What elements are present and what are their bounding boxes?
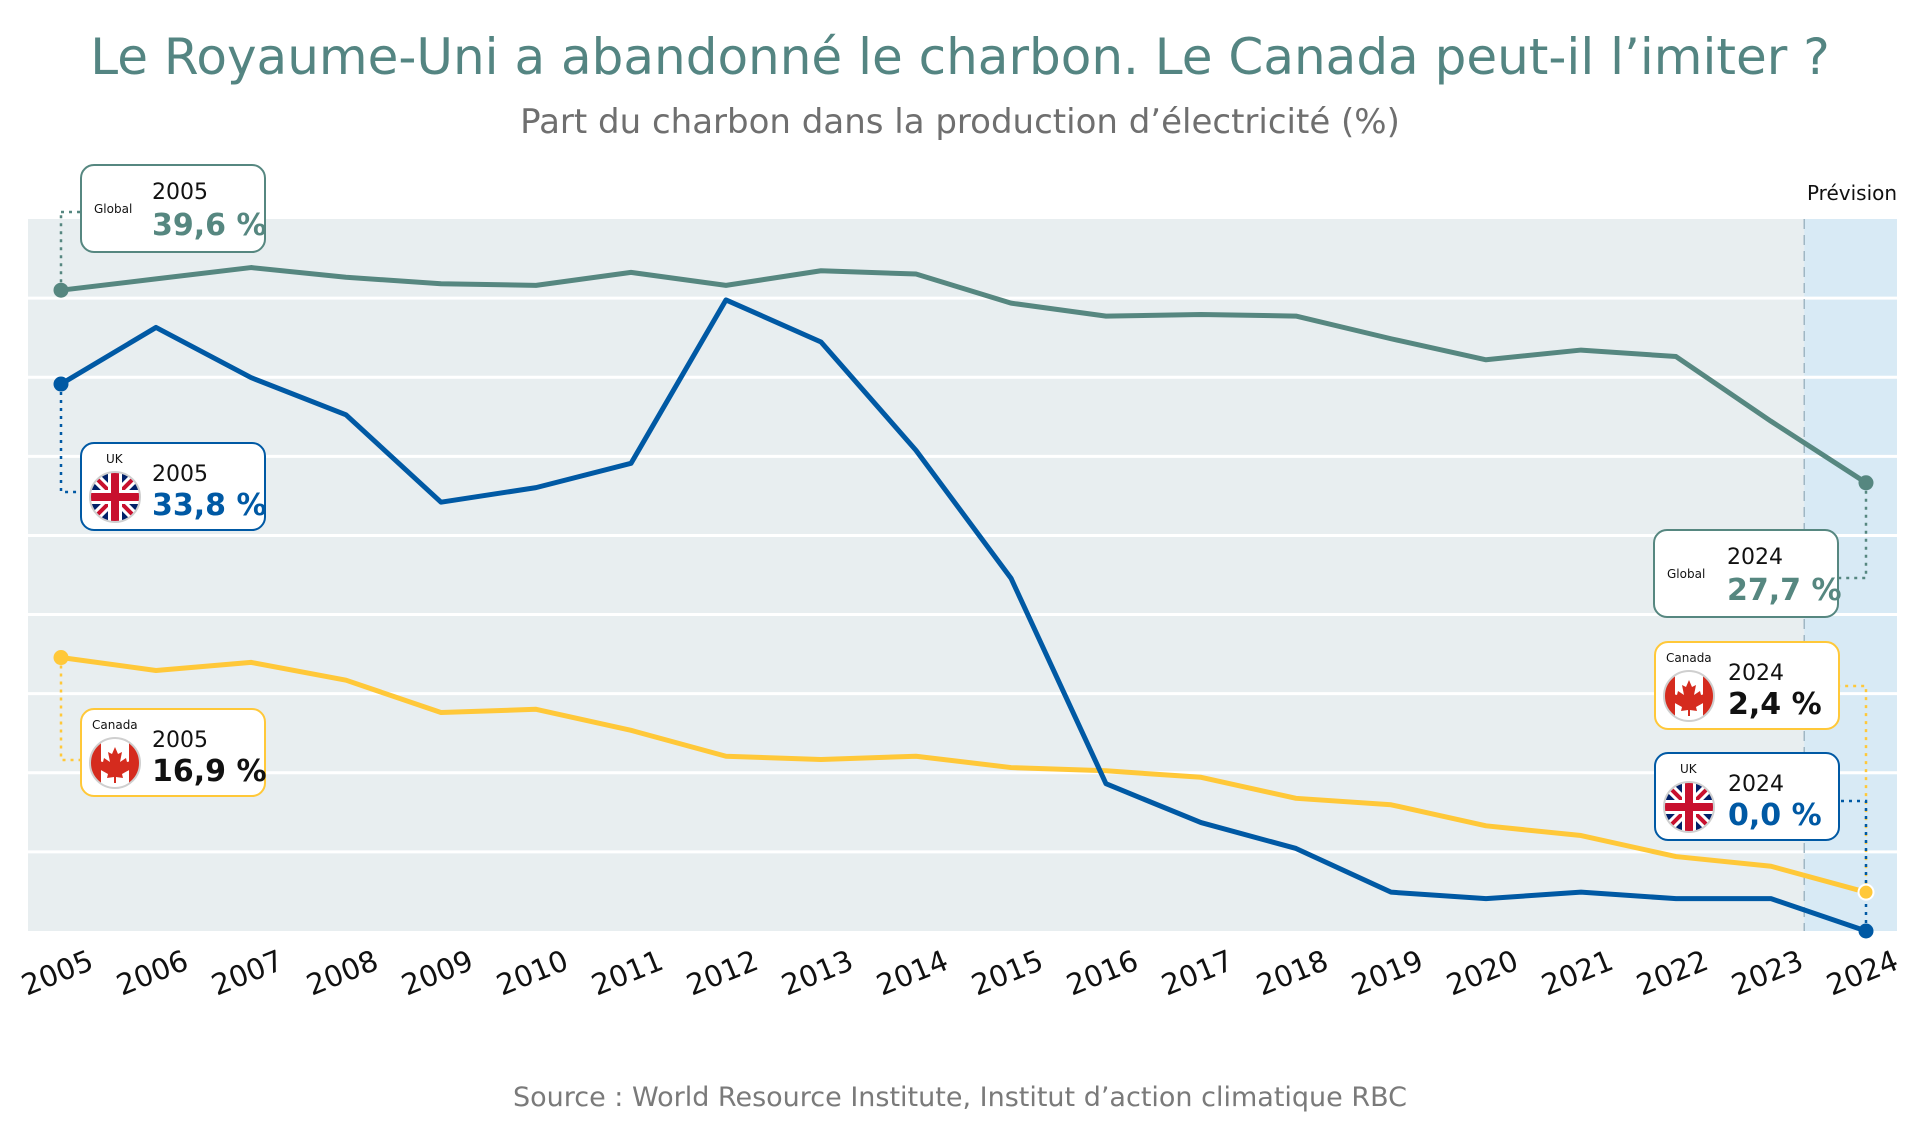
- series-line-global: [58, 265, 1869, 486]
- chart-title: Le Royaume-Uni a abandonné le charbon. L…: [90, 28, 1830, 86]
- callout-year: 2005: [152, 728, 208, 753]
- leader-global-2024: [1839, 482, 1868, 580]
- x-tick-label: 2019: [1347, 943, 1428, 1002]
- callout-value: 16,9 %: [152, 754, 267, 789]
- data-point-global-2005: [53, 282, 69, 298]
- leader-global-2005: [59, 210, 80, 291]
- x-tick-label: 2018: [1252, 943, 1333, 1002]
- x-tick-label: 2022: [1632, 943, 1713, 1002]
- callout-value: 33,8 %: [152, 488, 267, 523]
- callout-global-2024: Global 2024 27,7 %: [1653, 529, 1842, 618]
- callout-value: 27,7 %: [1727, 573, 1842, 608]
- callout-year: 2024: [1728, 661, 1784, 686]
- x-tick-label: 2015: [967, 943, 1048, 1002]
- x-tick-label: 2017: [1157, 943, 1238, 1002]
- callout-global-2005: Global 2005 39,6 %: [80, 164, 267, 253]
- x-tick-label: 2009: [397, 943, 478, 1002]
- data-point-uk-2005: [53, 376, 69, 392]
- forecast-label: Prévision: [1807, 181, 1897, 205]
- source-note: Source : World Resource Institute, Insti…: [512, 1082, 1408, 1113]
- x-tick-label: 2006: [112, 943, 193, 1002]
- uk-flag-icon: [89, 471, 141, 523]
- callout-year: 2005: [152, 462, 208, 487]
- canada-flag-icon: [1663, 670, 1715, 722]
- x-tick-label: 2007: [207, 943, 288, 1002]
- leader-canada-2005: [59, 657, 80, 762]
- callout-value: 2,4 %: [1728, 687, 1822, 722]
- callout-tag: Canada: [1666, 651, 1712, 665]
- callout-year: 2024: [1728, 772, 1784, 797]
- series-line-canada: [58, 655, 1869, 895]
- x-tick-label: 2013: [777, 943, 858, 1002]
- x-tick-label: 2005: [17, 943, 98, 1002]
- x-tick-label: 2021: [1537, 943, 1618, 1002]
- x-tick-label: 2011: [587, 943, 668, 1002]
- callout-uk-2024: UK 2024 0,0 %: [1654, 752, 1840, 841]
- plot-background: [28, 219, 1897, 931]
- x-tick-label: 2008: [302, 943, 383, 1002]
- x-tick-label: 2014: [872, 943, 953, 1002]
- callout-year: 2005: [152, 180, 208, 205]
- callout-tag: Global: [1667, 567, 1706, 581]
- x-tick-label: 2016: [1062, 943, 1143, 1002]
- series-line-uk: [58, 297, 1869, 934]
- callout-year: 2024: [1727, 545, 1783, 570]
- callout-value: 0,0 %: [1728, 798, 1822, 833]
- callout-tag: Canada: [92, 718, 138, 732]
- x-tick-label: 2023: [1727, 943, 1808, 1002]
- uk-flag-icon: [1663, 781, 1715, 833]
- callout-uk-2005: UK 2005 33,8 %: [80, 442, 267, 531]
- chart-subtitle: Part du charbon dans la production d’éle…: [520, 102, 1400, 142]
- canada-flag-icon: [89, 737, 141, 789]
- x-tick-label: 2024: [1822, 943, 1903, 1002]
- callout-tag: Global: [94, 202, 133, 216]
- leader-uk-2005: [59, 384, 80, 494]
- data-point-uk-2024: [1858, 923, 1874, 939]
- x-tick-label: 2020: [1442, 943, 1523, 1002]
- x-tick-label: 2010: [492, 943, 573, 1002]
- callout-canada-2024: Canada 2024 2,4 %: [1654, 641, 1840, 730]
- callout-value: 39,6 %: [152, 208, 267, 243]
- callout-tag: UK: [1680, 762, 1697, 776]
- callout-canada-2005: Canada 2005 16,9 %: [80, 708, 267, 797]
- callout-tag: UK: [106, 452, 123, 466]
- data-point-canada-2024: [1857, 883, 1875, 901]
- data-point-global-2024: [1858, 475, 1874, 491]
- data-point-canada-2005: [53, 650, 69, 666]
- leader-uk-2024: [1840, 799, 1868, 931]
- x-tick-label: 2012: [682, 943, 763, 1002]
